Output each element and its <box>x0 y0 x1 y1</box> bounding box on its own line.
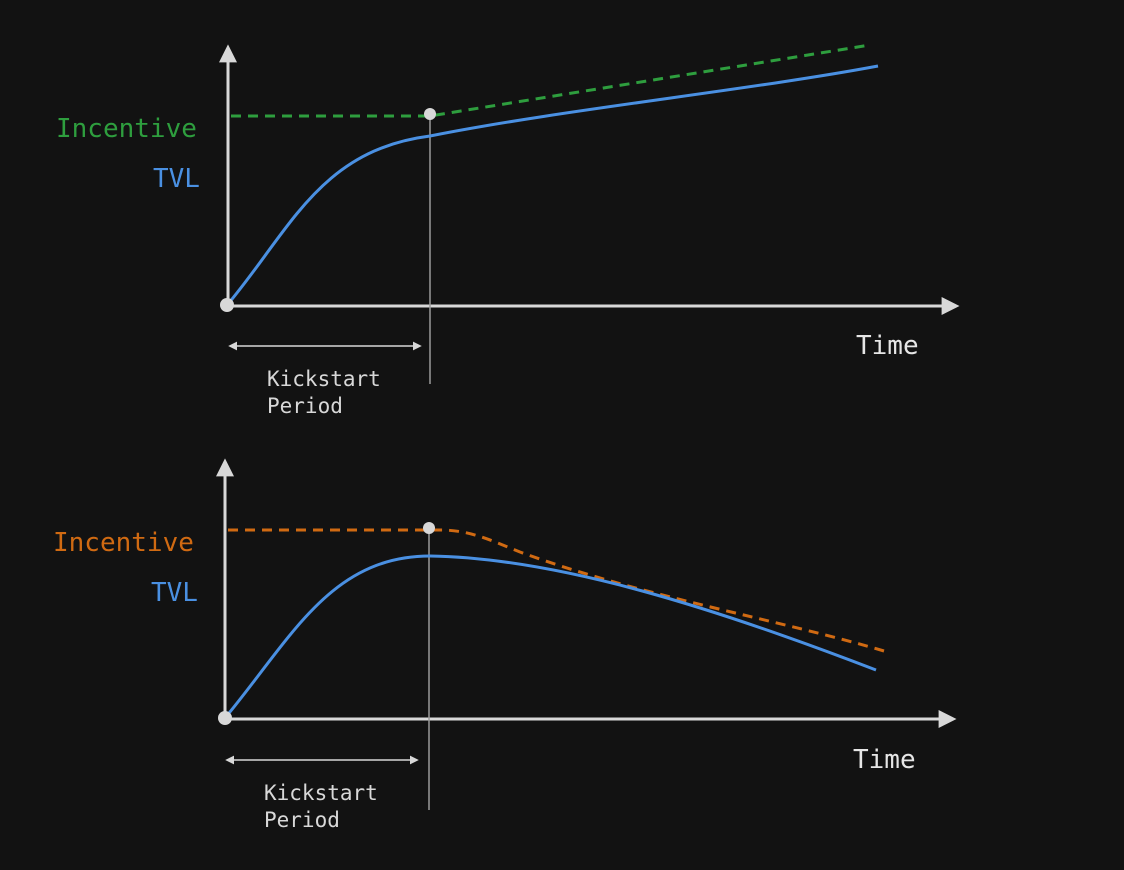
kickstart-end-marker <box>423 522 435 534</box>
diagram-decline: Incentive TVL Time Kickstart Period <box>53 458 957 832</box>
origin-marker <box>218 711 232 725</box>
kickstart-end-marker <box>424 108 436 120</box>
diagram-growth: Incentive TVL Time Kickstart Period <box>56 43 960 418</box>
tvl-curve <box>226 64 879 305</box>
kickstart-period-label-line1: Kickstart <box>267 367 381 391</box>
incentive-label: Incentive <box>53 528 194 558</box>
time-label: Time <box>856 331 919 361</box>
kickstart-period-label-line2: Period <box>267 394 343 418</box>
kickstart-period-label-line1: Kickstart <box>264 781 378 805</box>
incentive-label: Incentive <box>56 114 197 144</box>
tvl-label: TVL <box>151 578 198 608</box>
incentive-line <box>231 43 871 118</box>
tvl-curve <box>223 554 877 719</box>
incentive-line <box>228 528 885 653</box>
time-label: Time <box>853 745 916 775</box>
tvl-label: TVL <box>153 164 200 194</box>
kickstart-period-label-line2: Period <box>264 808 340 832</box>
origin-marker <box>220 298 234 312</box>
